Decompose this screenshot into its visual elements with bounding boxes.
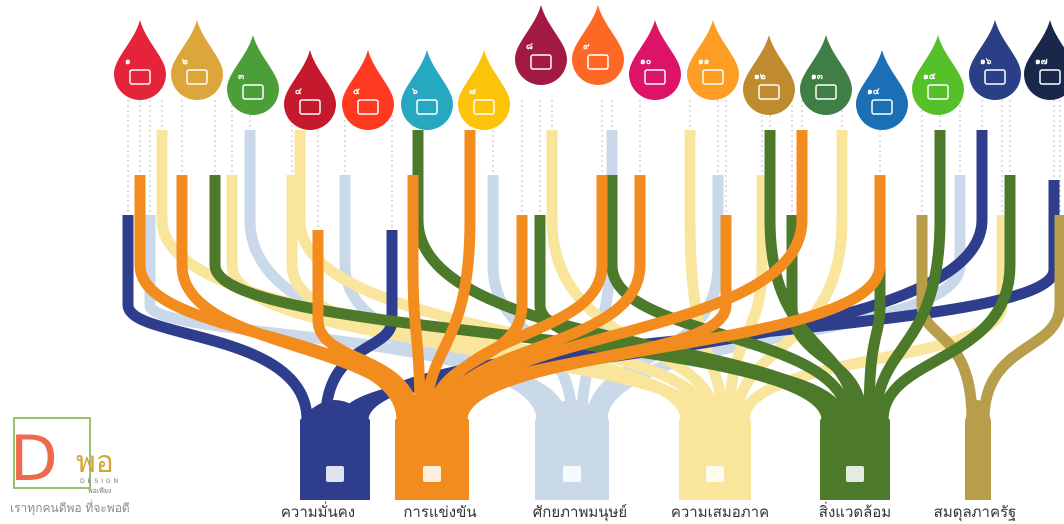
guide-lines — [128, 100, 1060, 230]
trunk — [300, 400, 370, 500]
logo-design: DESIGN — [80, 478, 121, 485]
sdg-drop — [912, 35, 964, 115]
sdg-number: ๕ — [353, 87, 360, 97]
sdg-number: ๒ — [182, 57, 188, 67]
sdg-number: ๓ — [238, 72, 244, 82]
sdg-drop — [458, 50, 510, 130]
logo-word: พอ — [76, 445, 114, 480]
sdg-number: ๑๖ — [980, 57, 992, 67]
sdg-drop — [687, 20, 739, 100]
sdg-drop — [401, 50, 453, 130]
sdg-drop — [800, 35, 852, 115]
sdg-drop — [114, 20, 166, 100]
sdg-drop — [515, 5, 567, 85]
sdg-number: ๑๔ — [867, 87, 880, 97]
trunk — [820, 400, 890, 500]
pillar-icon — [423, 466, 441, 482]
sdg-drop — [969, 20, 1021, 100]
trunk — [965, 400, 991, 500]
sdg-drop — [342, 50, 394, 130]
logo: D พอ DESIGN พอเพียง เราทุกคนดีพอ ที่จะพอ… — [10, 418, 130, 516]
pillar-label: สมดุลภาครัฐ — [934, 503, 1017, 522]
trunk — [679, 400, 751, 500]
logo-letter: D — [10, 422, 58, 495]
sdg-number: ๑๕ — [923, 72, 936, 82]
pillar-icon — [326, 466, 344, 482]
sdg-number: ๗ — [469, 87, 476, 97]
sdg-drop — [227, 35, 279, 115]
sdg-drop — [284, 50, 336, 130]
sdg-number: ๘ — [526, 42, 533, 52]
sdg-number: ๖ — [411, 87, 418, 97]
sdg-number: ๑๒ — [754, 72, 766, 82]
sdg-number: ๑๐ — [640, 57, 652, 67]
pillar-icon — [706, 466, 724, 482]
sdg-number: ๑๗ — [1035, 57, 1048, 67]
infographic: ๑๒๓๔๕๖๗๘๙๑๐๑๑๑๒๑๓๑๔๑๕๑๖๑๗ ความมั่นคงการแ… — [0, 0, 1064, 524]
pillar-label: การแข่งขัน — [403, 503, 476, 521]
sdg-drop — [171, 20, 223, 100]
pillar-icon — [846, 466, 864, 482]
sdg-number: ๑ — [125, 57, 131, 67]
tree — [128, 130, 1060, 500]
sdg-number: ๑๓ — [811, 72, 823, 82]
sdg-number: ๔ — [295, 87, 302, 97]
pillar-label: ศักยภาพมนุษย์ — [533, 503, 627, 522]
sdg-drop — [572, 5, 624, 85]
sdg-drop — [629, 20, 681, 100]
sdg-number: ๙ — [583, 42, 590, 52]
logo-sub: พอเพียง — [88, 487, 111, 495]
sdg-drop — [856, 50, 908, 130]
pillar-label: ความมั่นคง — [281, 501, 355, 521]
logo-tagline: เราทุกคนดีพอ ที่จะพอดี — [10, 499, 130, 516]
pillar-label: สิ่งแวดล้อม — [819, 501, 891, 521]
trunk — [395, 400, 469, 500]
pillar-label: ความเสมอภาค — [671, 503, 769, 521]
trunk — [535, 400, 609, 500]
sdg-drop — [743, 35, 795, 115]
sdg-number: ๑๑ — [698, 57, 710, 67]
pillar-labels: ความมั่นคง การแข่งขัน ศักยภาพมนุษย์ ความเสม… — [281, 501, 1016, 522]
pillar-icon — [563, 466, 581, 482]
